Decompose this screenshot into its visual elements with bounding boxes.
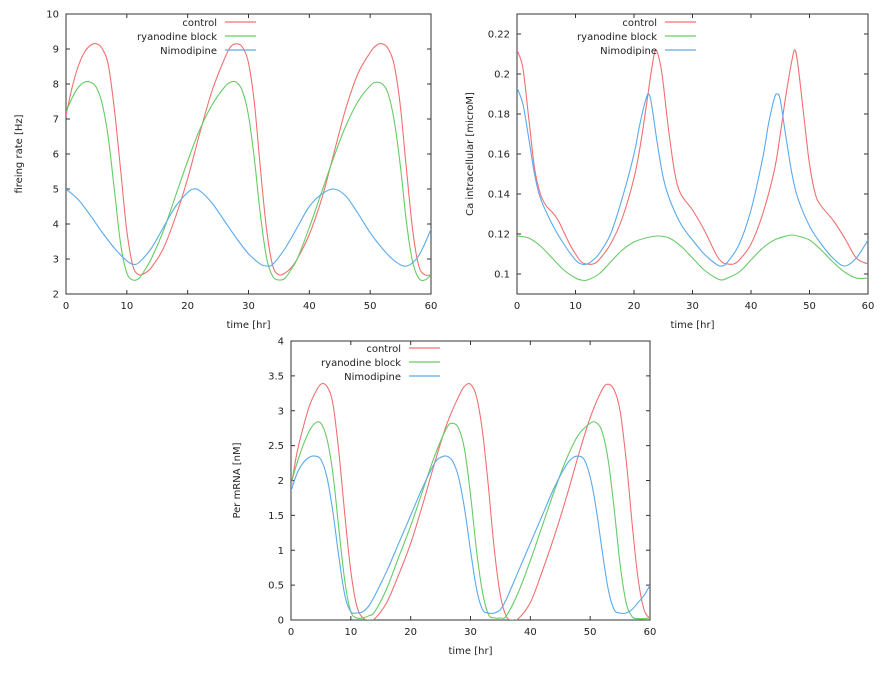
x-tick-label: 20 (404, 627, 417, 638)
y-tick-label: 0.2 (494, 70, 510, 81)
y-tick-label: 1 (278, 546, 284, 557)
y-tick-label: 9 (53, 45, 59, 56)
chart-calcium: 0 10 20 30 40 50 60 0.1 0.12 0.14 0.16 0.18 0.2 0.22 t… (465, 13, 875, 331)
x-tick-label: 60 (862, 301, 875, 312)
x-axis-label: time [hr] (448, 646, 492, 657)
legend-label: Nimodipine (600, 46, 657, 57)
legend-label: control (182, 18, 217, 29)
y-tick-label: 4 (278, 337, 284, 348)
y-tick-label: 3 (53, 255, 59, 266)
y-tick-label: 0.12 (488, 230, 510, 241)
chart-mrna: 0 10 20 30 40 50 60 0 0.5 1 1.5 2 2.5 3 3.5 4 time [hr] P… (232, 337, 656, 658)
y-tick-label: 0.18 (488, 110, 510, 121)
y-tick-label: 8 (53, 80, 59, 91)
y-tick-label: 6 (53, 150, 59, 161)
y-axis-label: Per mRNA [nM] (232, 442, 243, 518)
y-tick-label: 0 (278, 616, 284, 627)
x-tick-label: 10 (569, 301, 582, 312)
x-axis-label: time [hr] (670, 320, 714, 331)
legend-label: control (622, 18, 657, 29)
y-tick-label: 0.5 (268, 581, 284, 592)
legend-label: ryanodine block (321, 358, 401, 369)
x-tick-label: 0 (288, 627, 294, 638)
legend-label: control (366, 344, 401, 355)
series-line-ryanodine-block (66, 80, 431, 282)
x-tick-label: 30 (242, 301, 255, 312)
y-axis-label: Ca intracellular [microM] (465, 92, 476, 216)
x-tick-label: 50 (584, 627, 597, 638)
x-tick-label: 40 (745, 301, 758, 312)
x-tick-label: 60 (425, 301, 438, 312)
y-tick-label: 10 (46, 10, 59, 21)
legend-label: Nimodipine (344, 372, 401, 383)
series-line-nimodipine (291, 455, 650, 614)
legend-label: ryanodine block (577, 32, 657, 43)
y-tick-label: 2 (53, 290, 59, 301)
series-line-ryanodine-block (291, 421, 650, 620)
x-tick-label: 50 (803, 301, 816, 312)
y-tick-label: 0.1 (494, 270, 510, 281)
x-tick-label: 40 (524, 627, 537, 638)
y-tick-label: 7 (53, 115, 59, 126)
y-tick-label: 0.22 (488, 30, 510, 41)
x-tick-label: 20 (628, 301, 641, 312)
series-line-control (291, 382, 650, 620)
y-tick-label: 2.5 (268, 441, 284, 452)
y-tick-label: 0.16 (488, 150, 510, 161)
series-line-control (66, 43, 431, 276)
y-tick-label: 2 (278, 476, 284, 487)
plot-frame (65, 13, 432, 295)
legend-label: Nimodipine (160, 46, 217, 57)
x-tick-label: 0 (63, 301, 69, 312)
x-tick-label: 0 (514, 301, 520, 312)
x-tick-label: 20 (181, 301, 194, 312)
series-line-control (517, 49, 868, 265)
y-tick-label: 5 (53, 185, 59, 196)
y-tick-label: 3.5 (268, 371, 284, 382)
y-axis-label: fireing rate [Hz] (14, 114, 25, 193)
y-tick-label: 1.5 (268, 511, 284, 522)
x-tick-label: 40 (303, 301, 316, 312)
y-tick-label: 3 (278, 406, 284, 417)
chart-firing: 0 10 20 30 40 50 60 2 3 4 5 6 7 8 9 10 time [hr] fireing … (14, 10, 437, 332)
x-tick-label: 10 (120, 301, 133, 312)
y-tick-label: 0.14 (488, 190, 510, 201)
series-line-nimodipine (517, 87, 868, 267)
y-tick-label: 4 (53, 220, 59, 231)
x-tick-label: 50 (364, 301, 377, 312)
x-tick-label: 30 (686, 301, 699, 312)
series-line-nimodipine (66, 188, 431, 267)
x-axis-label: time [hr] (226, 320, 270, 331)
legend-label: ryanodine block (137, 32, 217, 43)
series-line-ryanodine-block (517, 234, 868, 282)
x-tick-label: 60 (644, 627, 657, 638)
x-tick-label: 30 (464, 627, 477, 638)
x-tick-label: 10 (344, 627, 357, 638)
